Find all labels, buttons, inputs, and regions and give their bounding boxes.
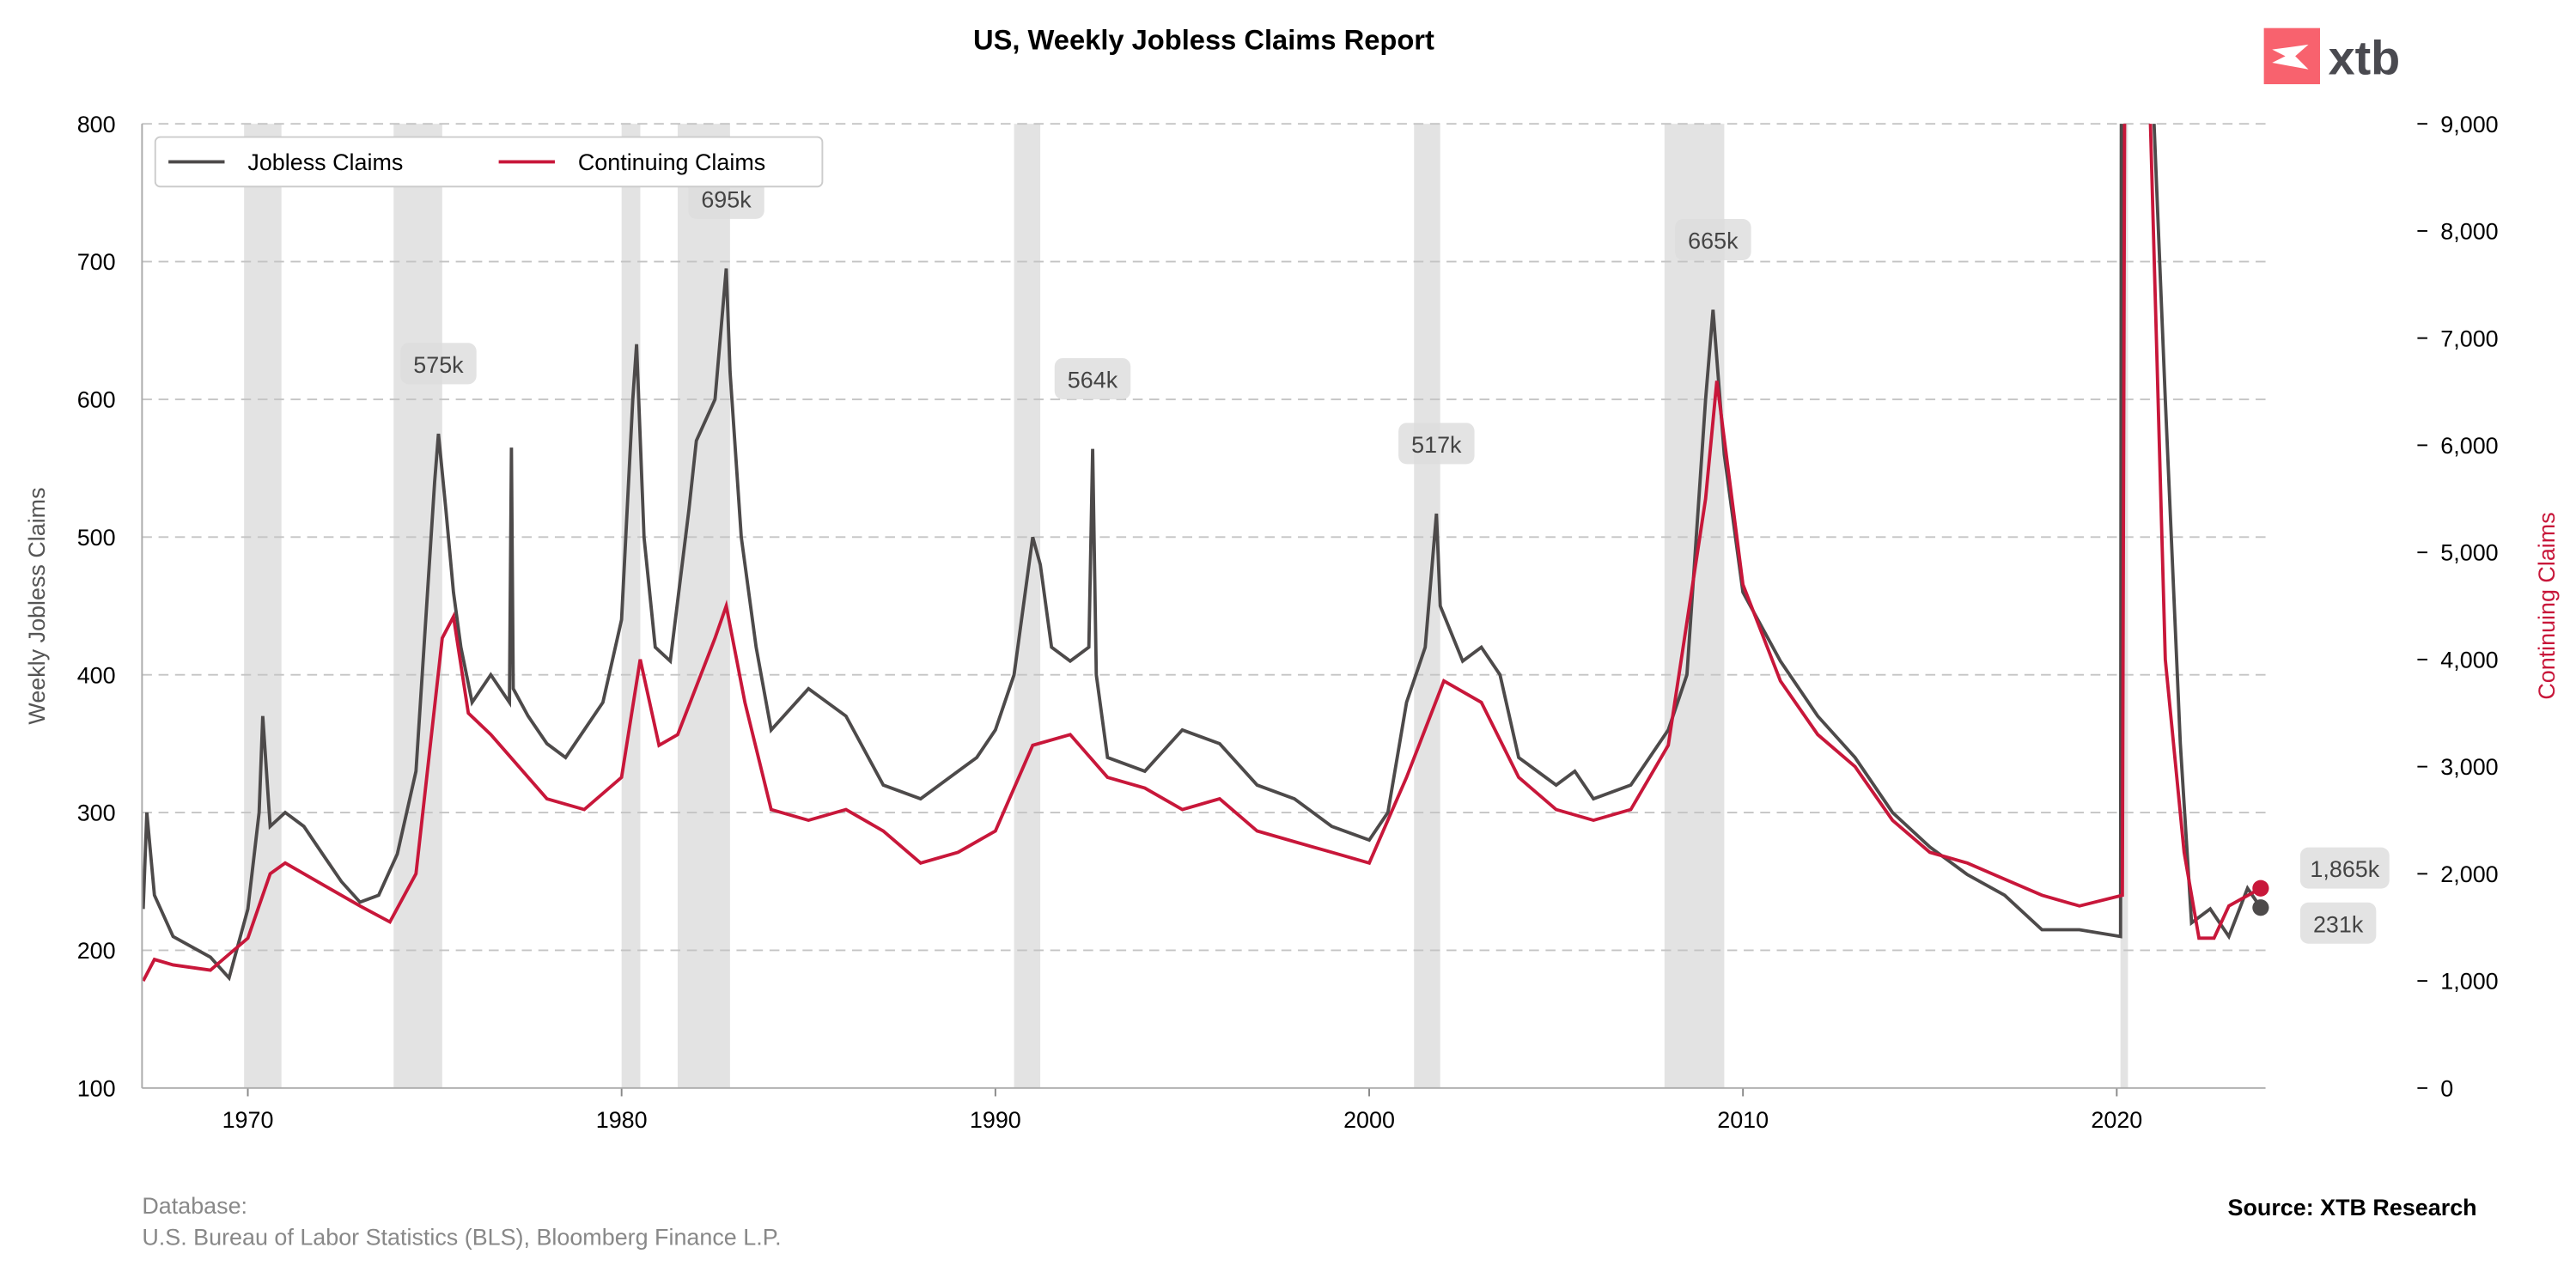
y-right-tick-label: 2,000 bbox=[2440, 861, 2498, 887]
last-value-jobless-box bbox=[2299, 902, 2377, 944]
last-value-jobless: 231k bbox=[2313, 911, 2364, 937]
y-left-tick-label: 700 bbox=[77, 249, 116, 275]
recession-band bbox=[244, 124, 282, 1088]
y-right-tick-label: 8,000 bbox=[2440, 219, 2498, 245]
last-value-continuing: 1,865k bbox=[2310, 856, 2379, 882]
peak-label: 564k bbox=[1068, 368, 1118, 393]
chart-title: US, Weekly Jobless Claims Report bbox=[973, 24, 1434, 56]
database-label: Database: bbox=[142, 1193, 247, 1219]
y-left-tick-label: 600 bbox=[77, 387, 116, 413]
peak-label-box bbox=[400, 343, 477, 385]
y-left-tick-label: 100 bbox=[77, 1075, 116, 1101]
axes: 100 200 300 400 500 600 700 800 0 1,000 2,000 3,000… bbox=[77, 112, 2499, 1133]
x-tick-label: 2000 bbox=[1343, 1107, 1395, 1133]
source-label: Source: XTB Research bbox=[2228, 1195, 2477, 1220]
y-left-tick-label: 300 bbox=[77, 800, 116, 826]
y-right-tick-label: 3,000 bbox=[2440, 754, 2498, 780]
x-tick-label: 2010 bbox=[1717, 1107, 1769, 1133]
gridlines bbox=[142, 123, 2266, 952]
y-right-tick-label: 0 bbox=[2440, 1075, 2453, 1101]
y-left-tick-label: 400 bbox=[77, 662, 116, 688]
recession-band bbox=[621, 124, 641, 1088]
peak-label: 517k bbox=[1411, 432, 1462, 458]
y-right-tick-label: 6,000 bbox=[2440, 433, 2498, 459]
peak-label-box bbox=[1675, 218, 1751, 261]
recession-band bbox=[1664, 124, 1725, 1088]
last-point-continuing bbox=[2252, 879, 2269, 897]
series-lines bbox=[142, 124, 2262, 982]
series-line-continuing bbox=[142, 124, 2262, 982]
y-left-tick-label: 800 bbox=[77, 112, 116, 137]
y-right-tick-label: 4,000 bbox=[2440, 647, 2498, 673]
x-tick-label: 1970 bbox=[222, 1107, 274, 1133]
x-tick-label: 1980 bbox=[596, 1107, 648, 1133]
database-sources: U.S. Bureau of Labor Statistics (BLS), B… bbox=[142, 1224, 781, 1250]
recession-band bbox=[1014, 124, 1041, 1088]
peak-label: 695k bbox=[701, 186, 752, 212]
last-point-jobless bbox=[2252, 899, 2269, 916]
peak-label: 665k bbox=[1688, 228, 1739, 254]
svg-text:xtb: xtb bbox=[2329, 32, 2401, 85]
recession-band bbox=[393, 124, 442, 1088]
y-right-tick-label: 9,000 bbox=[2440, 112, 2498, 137]
last-value-continuing-box bbox=[2299, 847, 2390, 889]
y-left-label: Weekly Jobless Claims bbox=[24, 487, 50, 724]
legend-label-jobless: Jobless Claims bbox=[247, 149, 403, 175]
x-tick-label: 2020 bbox=[2091, 1107, 2142, 1133]
xtb-logo: xtb bbox=[2263, 27, 2401, 85]
peak-label-box bbox=[1398, 423, 1475, 465]
recession-band bbox=[677, 124, 730, 1088]
y-right-tick-label: 1,000 bbox=[2440, 969, 2498, 995]
peak-label-box bbox=[1054, 357, 1131, 400]
y-right-tick-label: 5,000 bbox=[2440, 540, 2498, 566]
legend-label-continuing: Continuing Claims bbox=[578, 149, 765, 175]
y-left-tick-label: 200 bbox=[77, 938, 116, 964]
y-left-tick-label: 500 bbox=[77, 525, 116, 551]
peak-label-box bbox=[688, 177, 764, 219]
y-right-label: Continuing Claims bbox=[2534, 512, 2560, 699]
legend: Jobless Claims Continuing Claims bbox=[154, 136, 824, 188]
peak-label: 575k bbox=[413, 352, 464, 378]
series-line-jobless bbox=[142, 124, 2262, 982]
y-right-tick-label: 7,000 bbox=[2440, 326, 2498, 351]
recession-shading bbox=[244, 124, 2128, 1088]
annotations: 575k 695k 564k 517k 665k 1,865k 231k bbox=[400, 177, 2390, 944]
x-tick-label: 1990 bbox=[970, 1107, 1021, 1133]
